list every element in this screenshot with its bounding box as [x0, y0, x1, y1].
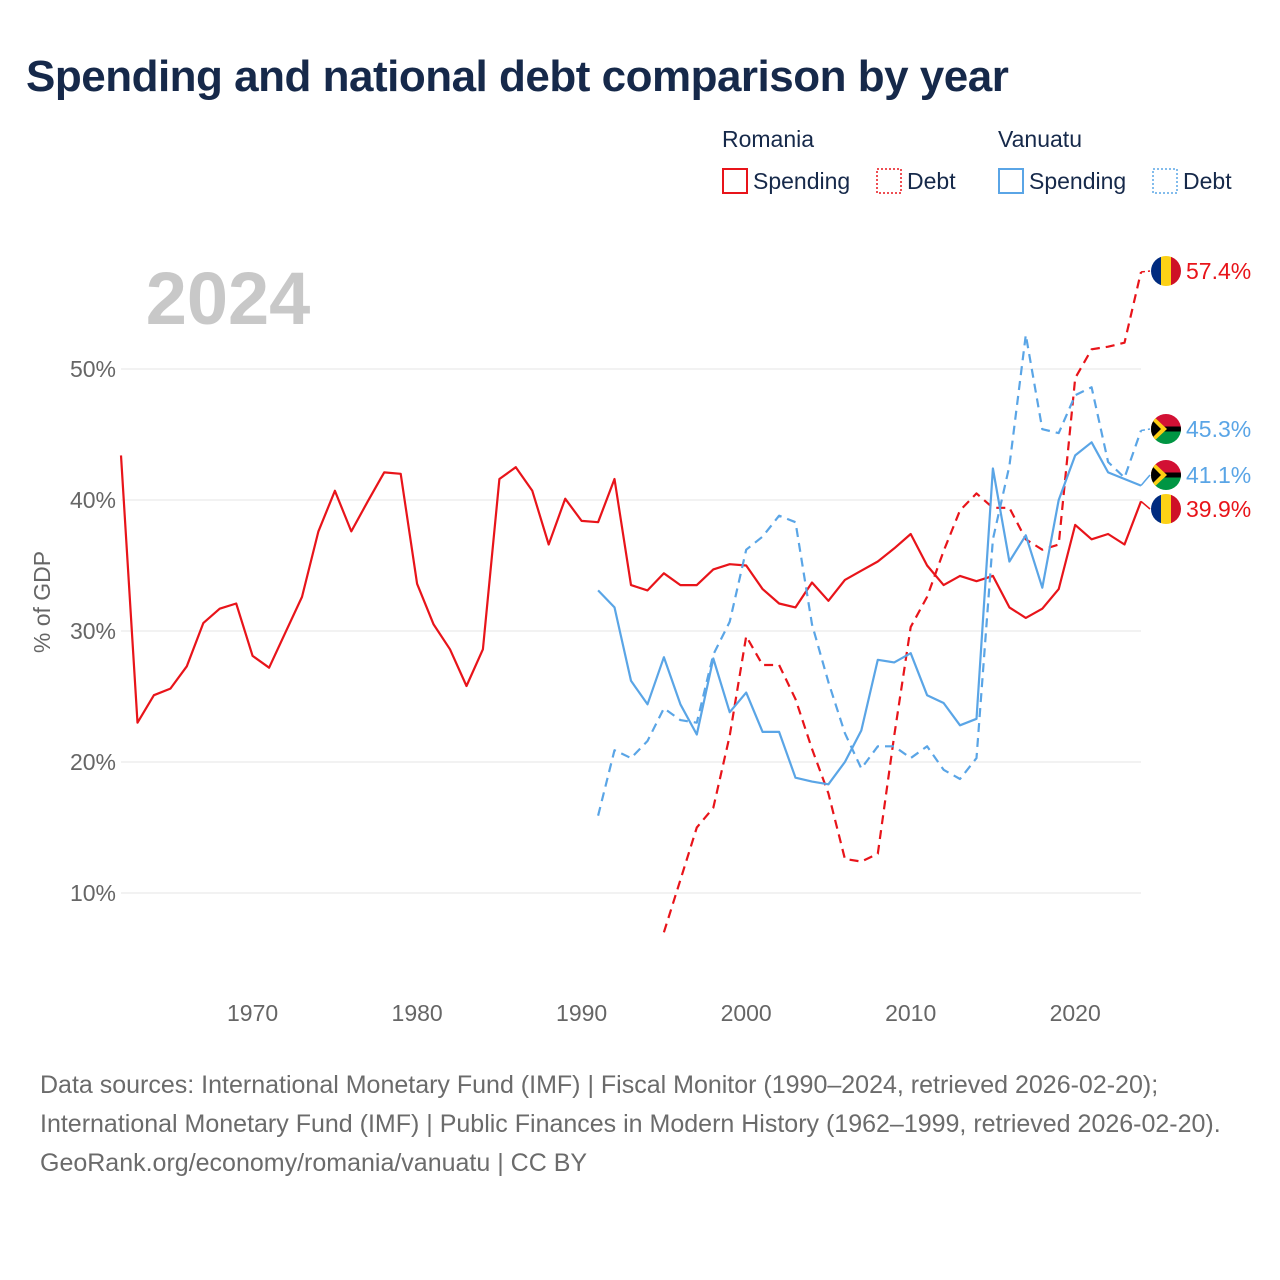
y-tick-label: 40%	[70, 487, 116, 513]
legend-label: Debt	[1183, 168, 1232, 194]
footer: Data sources: International Monetary Fun…	[40, 1066, 1240, 1183]
x-tick-label: 1980	[392, 1000, 443, 1026]
x-tick-label: 2010	[885, 1000, 936, 1026]
legend-label: Spending	[753, 168, 850, 194]
y-tick-label: 50%	[70, 356, 116, 382]
y-gridlines: 10% 20% 30% 40% 50%	[70, 356, 1141, 906]
end-connector	[1140, 500, 1151, 510]
legend-swatch-debt	[1152, 168, 1178, 194]
legend-group-title: Romania	[722, 126, 814, 152]
y-axis-label: % of GDP	[29, 551, 55, 653]
x-tick-label: 2020	[1050, 1000, 1101, 1026]
vanuatu-flag-icon	[1151, 414, 1181, 444]
y-tick-label: 30%	[70, 618, 116, 644]
y-tick-label: 20%	[70, 749, 116, 775]
series-lines	[119, 271, 1143, 933]
credit-line: GeoRank.org/economy/romania/vanuatu | CC…	[40, 1149, 588, 1177]
legend: Romania Spending Debt Vanuatu Spending Debt	[722, 126, 1232, 194]
data-sources: Data sources: International Monetary Fun…	[40, 1071, 1221, 1138]
legend-swatch-spending	[722, 168, 748, 194]
end-label: 57.4%	[1186, 258, 1251, 284]
end-labels: 39.9% 57.4% 41.1% 45.3%	[1140, 256, 1251, 524]
y-tick-label: 10%	[70, 880, 116, 906]
legend-group-title: Vanuatu	[998, 126, 1082, 152]
romania-flag-icon	[1151, 494, 1181, 524]
year-watermark: 2024	[146, 257, 311, 340]
x-tick-label: 2000	[721, 1000, 772, 1026]
series-line-romania-spending	[119, 455, 1143, 724]
legend-swatch-spending	[998, 168, 1024, 194]
legend-label: Debt	[907, 168, 956, 194]
end-label: 39.9%	[1186, 496, 1251, 522]
end-connector	[1140, 428, 1151, 432]
end-connector	[1140, 474, 1151, 487]
x-tick-label: 1990	[556, 1000, 607, 1026]
series-line-vanuatu-debt	[597, 333, 1143, 816]
end-label: 45.3%	[1186, 416, 1251, 442]
x-axis: 1970 1980 1990 2000 2010 2020	[227, 1000, 1101, 1026]
legend-label: Spending	[1029, 168, 1126, 194]
end-connector	[1140, 270, 1151, 273]
vanuatu-flag-icon	[1151, 460, 1181, 490]
series-line-vanuatu-spending	[597, 441, 1142, 786]
romania-flag-icon	[1151, 256, 1181, 286]
series-line-romania-debt	[662, 271, 1143, 933]
end-label: 41.1%	[1186, 462, 1251, 488]
legend-swatch-debt	[876, 168, 902, 194]
chart-title: Spending and national debt comparison by…	[26, 52, 1009, 101]
x-tick-label: 1970	[227, 1000, 278, 1026]
